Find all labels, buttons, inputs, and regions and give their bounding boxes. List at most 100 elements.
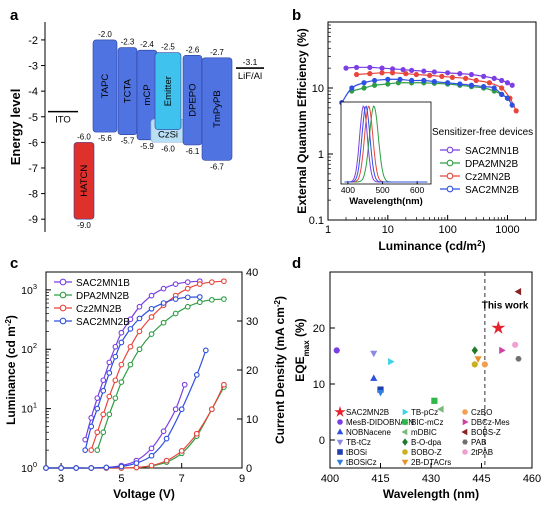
layer-name: HATCN [79,165,90,197]
luminance-point [160,300,167,306]
luminance-point [148,331,155,337]
inset-x-tick-label: 500 [375,185,389,195]
legend-marker [337,419,343,425]
legend-marker [461,428,468,436]
data-point-tb-pcz [388,357,395,366]
data-point [343,65,349,71]
data-point-2tpab [512,341,519,348]
luminance-point [118,379,125,385]
y-tick-label: 10 [313,379,325,391]
legend-entry: DBCz-Mes [471,418,510,427]
legend-marker [462,449,468,455]
y-tick-base: 10 [21,404,33,416]
y-tick-label: -4 [28,86,38,98]
data-point [463,75,469,81]
panel-a-energy-diagram: -2 -3 -4 -5 -6 -7 -8 -9 Energy level ITO -6.0 -9.0 H… [8,22,264,232]
luminance-point [160,319,167,326]
legend-entry: Cz2MN2B [465,172,511,183]
plot-frame [327,21,537,221]
y-axis-label-end: ) [4,315,18,319]
luminance-point [100,387,107,394]
luminance-point [184,285,191,292]
legend-marker [336,428,344,435]
legend-marker [462,439,468,445]
y-axis-label-text: Luminance (cd m [4,326,18,425]
panel-letter: c [10,255,18,272]
legend-swatch-marker [446,159,454,167]
y-tick-label: 103 [21,282,37,297]
luminance-point [106,370,113,376]
y-axis-label-sup: -2 [4,319,13,327]
luminance-point [136,315,143,322]
layer-name: CzSi [158,129,178,140]
luminance-point [127,316,134,323]
legend-entry: DPA2MN2B [76,291,129,302]
data-point [361,80,367,86]
legend-swatch-marker [59,317,67,325]
data-point [371,82,378,88]
data-point [468,82,475,88]
y-tick-label: -2 [28,35,38,47]
luminance-point [196,281,203,287]
current-point [148,452,155,459]
x-axis-label: Luminance (cd/m2) [378,239,485,254]
luminance-point [118,361,125,368]
luminance-point [221,296,227,302]
layer-name: DPEPO [188,83,199,116]
luminance-point [127,326,134,332]
luminance-point [208,279,215,285]
current-point [73,465,80,471]
data-point-czbo [481,361,488,368]
legend-marker [336,459,344,466]
y-tick-base: 10 [21,463,33,475]
y-axis-label: EQEmax (%) [293,318,311,381]
data-point [486,80,493,86]
data-point-nobnacene [370,374,378,381]
data-point [409,67,415,73]
data-point [353,71,360,78]
legend-marker [401,428,408,436]
y-tick-label: 1 [318,149,324,161]
legend-marker [337,449,343,455]
current-point [172,406,179,413]
y2-axis-label-text: Current Density (mA cm [273,307,287,444]
data-point [468,71,475,78]
luminance-point [106,359,113,366]
y-axis-label: External Quantum Efficiency (%) [295,28,309,213]
luminance-point [184,294,191,301]
legend-marker [462,409,468,415]
panel-letter: a [10,7,19,24]
data-point [367,71,373,77]
luminance-point [88,447,95,453]
luminance-point [127,343,134,350]
bar-tmpypb [201,57,233,161]
layer-name: mCP [142,84,153,105]
y-axis-label-text: EQE [293,356,307,381]
data-point [431,79,437,85]
x-tick-label: 445 [472,473,490,485]
y-tick-base: 10 [21,344,33,356]
x-tick-label: 1 [325,224,331,236]
current-point [202,347,209,354]
x-tick-label: 415 [371,473,389,485]
current-point [163,457,170,464]
current-point [118,463,125,470]
data-point [504,95,511,101]
lumo-label: -2.7 [210,48,224,57]
y-tick-label: 20 [313,323,325,335]
luminance-point [82,447,89,453]
data-point [439,73,445,79]
legend-marker [402,438,408,446]
data-point [371,77,378,84]
y2-tick-label: 20 [246,365,258,377]
homo-label: -9.0 [77,221,91,230]
data-point-sac2mn2b [491,320,506,334]
data-point-bobs-z [514,287,522,296]
data-point [445,80,451,86]
layer-name: Emitter [163,76,174,106]
luminance-point [196,299,203,306]
data-point [379,70,385,76]
data-point [409,77,415,84]
